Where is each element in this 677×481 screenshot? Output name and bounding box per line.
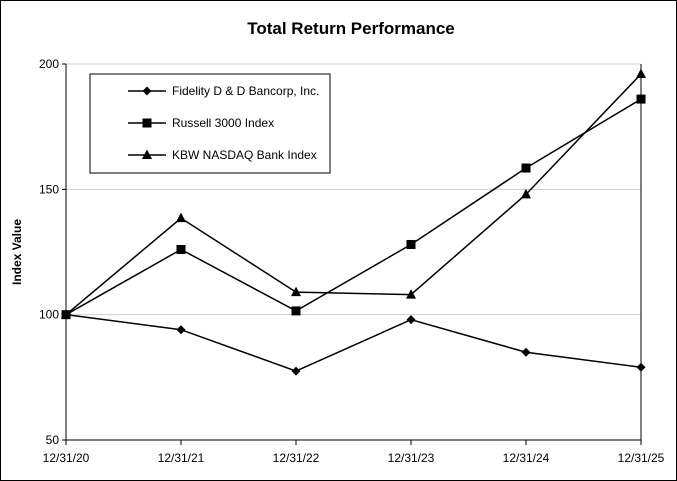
legend: Fidelity D & D Bancorp, Inc. Russell 3000… [89,73,331,174]
y-tick-label: 200 [39,57,59,71]
data-point-fidelity-d-d-bancorp-inc [291,366,301,376]
series-group [61,68,646,376]
series-line-fidelity-d-d-bancorp-inc [65,313,642,372]
x-tick-label: 12/31/23 [388,451,435,465]
legend-label-russell-3000-index: Russell 3000 Index [172,116,274,130]
y-tick-label: 50 [46,433,60,447]
axes [62,63,642,445]
data-point-russell-3000-index [406,239,416,249]
legend-label-fidelity-d-d-bancorp-inc: Fidelity D & D Bancorp, Inc. [172,84,319,98]
x-tick-label: 12/31/22 [273,451,320,465]
x-tick-label: 12/31/20 [43,451,90,465]
y-axis-label: Index Value [10,219,24,285]
y-tick-labels: 50 100 150 200 [39,57,59,447]
data-point-kbw-nasdaq-bank-index [406,289,416,299]
legend-marker-kbw-nasdaq-bank-index [142,149,152,159]
data-point-fidelity-d-d-bancorp-inc [176,325,186,335]
series-line-kbw-nasdaq-bank-index [65,73,642,316]
x-tick-label: 12/31/25 [618,451,665,465]
x-tick-label: 12/31/24 [503,451,550,465]
data-point-kbw-nasdaq-bank-index [176,212,186,223]
legend-marker-russell-3000-index [142,118,152,128]
y-tick-label: 100 [39,308,59,322]
series-line-russell-3000-index [65,98,642,316]
data-point-kbw-nasdaq-bank-index [291,286,301,297]
data-point-russell-3000-index [291,306,301,316]
data-point-kbw-nasdaq-bank-index [636,68,646,79]
x-tick-label: 12/31/21 [158,451,205,465]
legend-marker-fidelity-d-d-bancorp-inc [142,86,152,96]
data-point-russell-3000-index [636,94,646,104]
y-tick-label: 150 [39,182,59,196]
gridlines [66,63,641,316]
data-point-russell-3000-index [176,244,186,254]
data-point-russell-3000-index [521,163,531,173]
data-point-fidelity-d-d-bancorp-inc [406,315,416,325]
data-point-kbw-nasdaq-bank-index [521,188,531,199]
data-point-kbw-nasdaq-bank-index [61,309,71,319]
legend-label-kbw-nasdaq-bank-index: KBW NASDAQ Bank Index [172,148,317,162]
chart-title: Total Return Performance [247,19,455,38]
data-point-fidelity-d-d-bancorp-inc [636,362,646,372]
x-tick-labels: 12/31/20 12/31/21 12/31/22 12/31/23 12/31/24… [43,451,665,465]
data-point-fidelity-d-d-bancorp-inc [521,347,531,357]
